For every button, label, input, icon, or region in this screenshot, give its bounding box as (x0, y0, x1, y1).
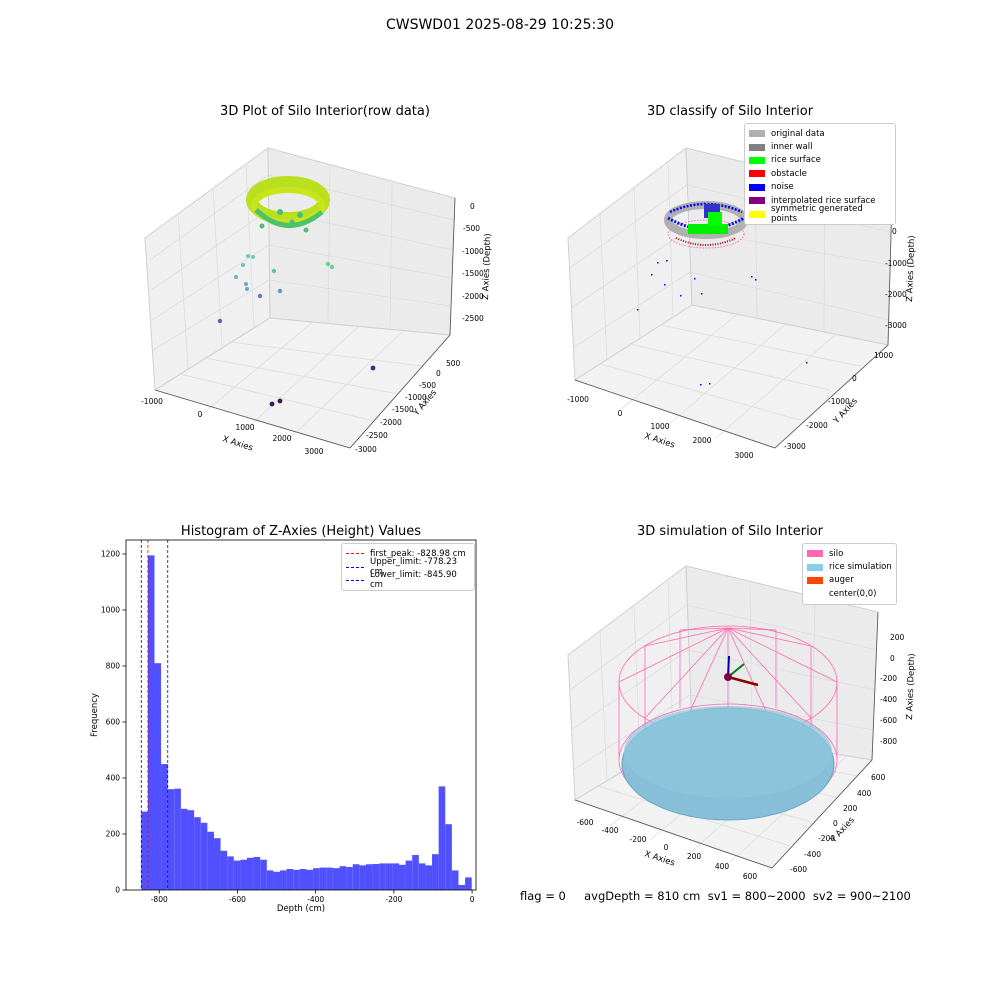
histogram-bar (359, 865, 366, 890)
histogram-bar (200, 822, 208, 890)
y-tick-label: 200 (106, 830, 121, 839)
histogram-bar (385, 863, 393, 890)
histogram-bar (141, 811, 148, 890)
histogram-bar (465, 877, 472, 890)
histogram-bar (432, 854, 439, 890)
histogram-bar (379, 863, 386, 890)
histogram-bar (425, 865, 433, 890)
legend-item: inner wall (749, 140, 891, 153)
histogram-bar (365, 864, 373, 890)
x-tick-label: 0 (470, 895, 475, 904)
histogram-title: Histogram of Z-Axies (Height) Values (180, 524, 422, 539)
legend-item: original data (749, 127, 891, 140)
y-tick-label: 800 (106, 662, 121, 671)
histogram-bar (405, 860, 413, 890)
legend-item-first-peak: first_peak: -828.98 cm (346, 547, 470, 560)
histogram-bar (240, 859, 247, 890)
histogram-bar (458, 884, 466, 890)
histogram-bar (233, 860, 241, 890)
histogram-bar (392, 863, 399, 890)
y-tick-label: 1200 (101, 550, 120, 559)
histogram-bar (154, 663, 162, 890)
histogram-bar (147, 555, 155, 890)
histogram-bar (299, 869, 307, 890)
legend-item: obstacle (749, 167, 891, 180)
legend-item: auger (807, 574, 892, 587)
figure-title: CWSWD01 2025-08-29 10:25:30 (385, 17, 615, 33)
histogram-bar (412, 855, 419, 890)
legend-item-upper-limit: Upper_limit: -778.23 cm (346, 557, 470, 577)
legend-item-lower-limit: Lower_limit: -845.90 cm (346, 570, 470, 590)
histogram-bar (207, 831, 214, 890)
histogram-bar (180, 808, 188, 890)
x-tick-label: -800 (151, 895, 168, 904)
histogram-bar (451, 870, 459, 890)
histogram-bar (319, 867, 327, 890)
histogram-bar (332, 868, 340, 890)
histogram-bar (174, 788, 181, 890)
histogram-bar (161, 764, 168, 890)
x-tick-label: -400 (307, 895, 324, 904)
histogram-bar (339, 866, 347, 890)
histogram-bar (326, 867, 333, 890)
legend-item: symmetric generated points (749, 204, 891, 224)
simulation-legend: silo rice simulation auger center(0,0) (802, 543, 897, 605)
histogram-bar (293, 869, 300, 890)
histogram-xlabel: Depth (cm) (277, 904, 325, 914)
histogram-bar (352, 864, 360, 890)
histogram-legend: first_peak: -828.98 cm Upper_limit: -778… (341, 543, 475, 592)
y-tick-label: 1000 (101, 606, 120, 615)
histogram-ylabel: Frequency (90, 693, 100, 737)
histogram-bar (346, 867, 353, 890)
histogram-bar (187, 810, 195, 890)
histogram-bar (167, 789, 175, 890)
x-tick-label: -200 (385, 895, 402, 904)
histogram-bar (280, 870, 287, 890)
classify-plot-title: 3D classify of Silo Interior (646, 104, 814, 119)
legend-item: noise (749, 181, 891, 194)
histogram-bar (399, 864, 406, 890)
histogram-bar (372, 863, 380, 890)
status-footer: flag = 0 avgDepth = 810 cm sv1 = 800~200… (520, 889, 911, 903)
histogram-bar (266, 870, 274, 890)
classify-legend: original data inner wall rice surface ob… (744, 123, 896, 225)
raw-plot-title: 3D Plot of Silo Interior(row data) (220, 104, 430, 119)
legend-item: rice surface (749, 154, 891, 167)
histogram-bar (213, 838, 221, 890)
histogram-bar (220, 850, 228, 890)
histogram-bar (286, 869, 294, 890)
histogram-bar (260, 859, 267, 890)
histogram-bar (246, 857, 254, 890)
simulation-plot-title: 3D simulation of Silo Interior (637, 524, 823, 539)
x-tick-label: -600 (229, 895, 246, 904)
histogram-bar (227, 856, 234, 890)
histogram-bar (445, 824, 452, 890)
histogram-bar (194, 817, 201, 890)
y-tick-label: 400 (106, 774, 121, 783)
histogram-bar (253, 856, 261, 890)
histogram-bar (418, 863, 426, 890)
legend-item: silo (807, 547, 892, 560)
y-tick-label: 600 (106, 718, 121, 727)
histogram-bar (313, 868, 320, 890)
legend-item: rice simulation (807, 560, 892, 573)
histogram-bar (273, 871, 281, 890)
legend-item: center(0,0) (829, 588, 877, 599)
y-tick-label: 0 (115, 886, 120, 895)
histogram-bar (306, 869, 314, 890)
histogram-bar (438, 786, 446, 890)
legend-item: interpolated rice surface (749, 194, 891, 207)
